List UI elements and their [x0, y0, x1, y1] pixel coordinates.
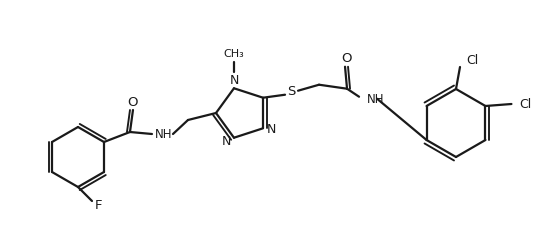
Text: O: O	[341, 52, 351, 65]
Text: Cl: Cl	[466, 53, 478, 66]
Text: NH: NH	[367, 93, 384, 106]
Text: N: N	[229, 73, 239, 86]
Text: F: F	[94, 199, 102, 212]
Text: CH₃: CH₃	[224, 49, 245, 59]
Text: NH: NH	[155, 127, 173, 140]
Text: Cl: Cl	[519, 98, 532, 111]
Text: N: N	[221, 135, 230, 148]
Text: O: O	[128, 95, 138, 108]
Text: N: N	[266, 122, 276, 135]
Text: S: S	[287, 85, 295, 98]
